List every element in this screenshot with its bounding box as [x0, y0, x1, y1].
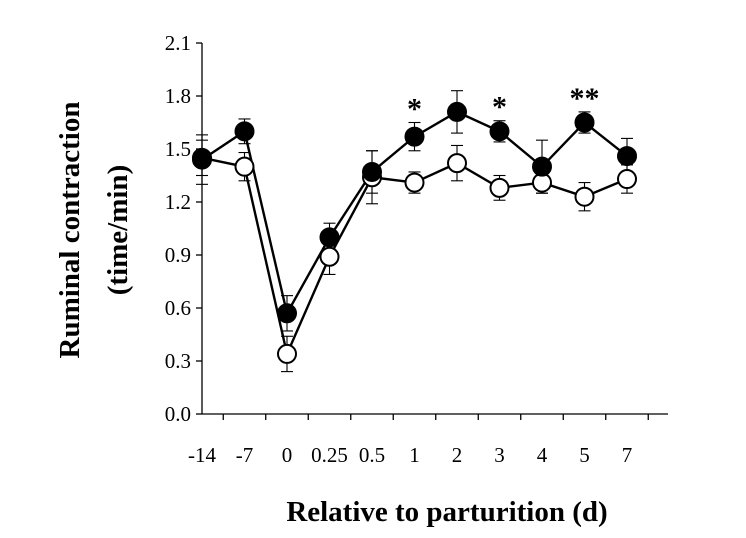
- y-axis-title-line-2: (time/min): [102, 165, 134, 295]
- open-circle-point: [234, 156, 255, 177]
- x-tick-label: 2: [452, 443, 463, 467]
- filled-circle-point: [192, 149, 212, 170]
- y-tick-label: 0.0: [165, 402, 191, 426]
- x-tick-label: 7: [622, 443, 633, 467]
- x-tick-label: -7: [236, 443, 254, 467]
- x-tick-label: 0.5: [359, 443, 385, 467]
- open-circle-point: [404, 172, 425, 193]
- filled-circle-point: [574, 112, 595, 133]
- filled-circle-point: [617, 146, 637, 167]
- filled-circle-point: [489, 121, 510, 142]
- y-tick-label: 0.6: [165, 296, 191, 320]
- filled-circle-point: [404, 126, 425, 147]
- x-tick-label: 0: [282, 443, 293, 467]
- open-circle-point: [447, 153, 467, 174]
- y-tick-label: 1.2: [165, 190, 191, 214]
- y-tick-label: 1.8: [165, 84, 191, 108]
- x-tick-label: 3: [494, 443, 505, 467]
- open-circle-point: [617, 169, 637, 190]
- x-tick-label: 0.25: [311, 443, 348, 467]
- significance-marker: **: [570, 82, 600, 115]
- x-tick-label: 1: [409, 443, 420, 467]
- y-tick-label: 1.5: [165, 137, 191, 161]
- significance-annotations: * * **: [407, 82, 600, 126]
- open-circle-point: [277, 343, 297, 364]
- filled-circle-point: [277, 303, 297, 324]
- x-tick-label: 4: [537, 443, 548, 467]
- x-axis-title: Relative to parturition (d): [286, 496, 607, 528]
- significance-marker: *: [407, 93, 422, 126]
- axes: [201, 43, 668, 415]
- x-tick-label: 5: [579, 443, 590, 467]
- data-markers: [192, 101, 637, 364]
- significance-marker: *: [492, 91, 507, 124]
- filled-circle-point: [319, 227, 340, 248]
- y-tick-label: 0.9: [165, 243, 191, 267]
- y-ticks: 0.0 0.3 0.6 0.9 1.2 1.5 1.8 2.1: [165, 31, 202, 426]
- open-circle-point: [489, 177, 510, 198]
- x-ticks: -14 -7 0 0.25 0.5 1 2 3 4 5 7: [188, 414, 649, 467]
- filled-circle-point: [362, 161, 382, 182]
- open-circle-point: [574, 186, 595, 207]
- filled-circle-point: [532, 156, 552, 177]
- filled-circle-point: [447, 101, 467, 122]
- y-tick-label: 2.1: [165, 31, 191, 55]
- open-circle-point: [319, 246, 340, 267]
- filled-circle-point: [234, 121, 255, 142]
- y-tick-label: 0.3: [165, 349, 191, 373]
- y-axis-title-line-1: Ruminal contraction: [54, 102, 86, 359]
- x-tick-label: -14: [188, 443, 216, 467]
